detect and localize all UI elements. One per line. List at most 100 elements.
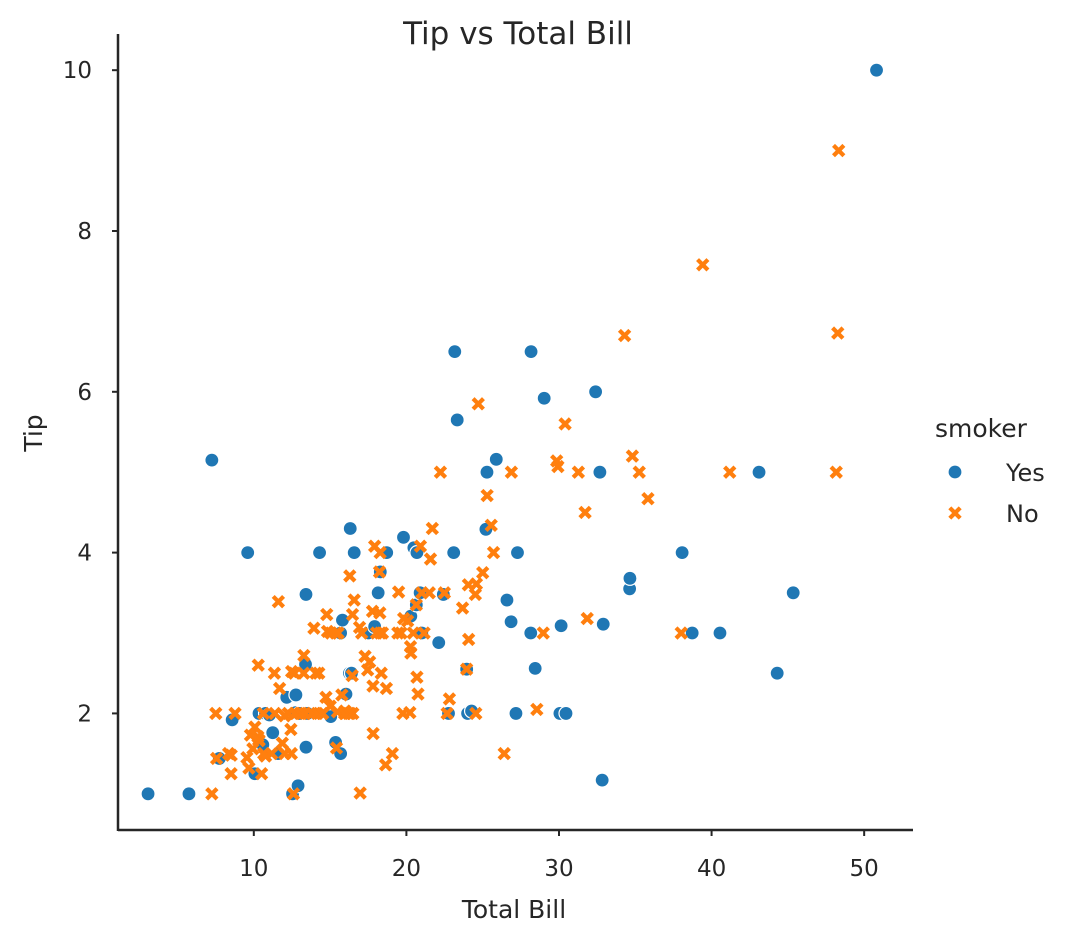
data-point-circle-0 <box>592 464 608 480</box>
data-point-x-1 <box>723 465 737 479</box>
data-point-x-1 <box>224 748 238 762</box>
data-point-circle-0 <box>288 687 304 703</box>
data-point-x-1 <box>469 706 483 721</box>
data-point-x-1 <box>413 539 428 553</box>
data-point-circle-0 <box>684 625 700 641</box>
data-point-circle-0 <box>449 412 465 428</box>
y-axis-ticks: 2 4 6 8 10 <box>63 58 118 727</box>
data-point-circle-0 <box>509 545 526 561</box>
data-point-x-1 <box>272 681 287 696</box>
y-tick-label: 4 <box>77 541 92 567</box>
data-point-x-1 <box>423 552 438 566</box>
data-point-x-1 <box>294 706 309 721</box>
data-point-circle-0 <box>527 660 543 676</box>
data-point-x-1 <box>440 706 454 721</box>
data-point-x-1 <box>425 521 440 536</box>
legend-items: Yes No <box>947 459 1045 528</box>
data-point-x-1 <box>578 505 592 520</box>
data-point-x-1 <box>471 397 485 411</box>
data-point-circle-0 <box>346 545 362 561</box>
data-point-circle-0 <box>503 614 519 630</box>
data-point-circle-0 <box>431 635 447 651</box>
data-point-circle-0 <box>674 545 690 561</box>
data-point-x-1 <box>403 705 417 720</box>
data-point-x-1 <box>455 601 470 615</box>
data-points <box>140 62 885 802</box>
data-point-circle-0 <box>240 545 256 561</box>
data-point-x-1 <box>832 143 846 158</box>
chart-title: Tip vs Total Bill <box>402 16 633 52</box>
data-point-circle-0 <box>712 625 728 641</box>
data-point-x-1 <box>307 621 321 635</box>
data-point-x-1 <box>536 626 550 640</box>
data-point-x-1 <box>422 586 436 600</box>
legend: smoker Yes No <box>935 414 1045 528</box>
data-point-x-1 <box>486 545 501 560</box>
data-point-x-1 <box>312 666 326 680</box>
data-point-x-1 <box>335 688 349 702</box>
data-point-x-1 <box>497 746 511 761</box>
data-point-x-1 <box>373 606 387 620</box>
data-point-x-1 <box>476 566 490 580</box>
data-point-circle-0 <box>523 625 539 641</box>
data-point-x-1 <box>437 586 452 600</box>
data-point-circle-0 <box>488 451 504 467</box>
x-tick-label: 50 <box>850 856 879 882</box>
data-point-x-1 <box>580 611 594 626</box>
legend-label-1: No <box>1006 500 1039 528</box>
data-point-x-1 <box>411 687 425 701</box>
data-point-x-1 <box>417 626 431 640</box>
data-point-x-1 <box>696 258 710 272</box>
data-point-x-1 <box>385 746 400 761</box>
data-point-x-1 <box>378 758 393 772</box>
data-point-x-1 <box>362 655 377 669</box>
data-point-x-1 <box>228 706 242 721</box>
data-point-x-1 <box>347 593 361 607</box>
x-tick-label: 20 <box>392 856 421 882</box>
data-point-x-1 <box>329 741 344 755</box>
data-point-x-1 <box>379 681 394 696</box>
data-point-x-1 <box>267 666 282 680</box>
data-point-x-1 <box>209 751 224 766</box>
data-point-x-1 <box>394 626 408 640</box>
data-point-circle-0 <box>447 343 463 360</box>
data-point-circle-0 <box>622 570 638 586</box>
data-point-circle-0 <box>769 665 785 681</box>
data-point-x-1 <box>320 607 334 622</box>
data-point-x-1 <box>374 666 388 680</box>
x-axis-ticks: 10 20 30 40 50 <box>239 830 879 882</box>
data-point-x-1 <box>409 598 424 612</box>
data-point-x-1 <box>254 767 269 781</box>
data-point-x-1 <box>256 706 271 721</box>
data-point-x-1 <box>373 545 387 560</box>
data-point-x-1 <box>674 626 688 640</box>
data-point-x-1 <box>319 690 333 705</box>
y-tick-label: 10 <box>63 58 92 84</box>
data-point-x-1 <box>355 626 369 640</box>
data-point-circle-0 <box>594 772 610 788</box>
data-point-circle-0 <box>553 618 569 634</box>
data-point-x-1 <box>391 585 406 599</box>
data-point-circle-0 <box>181 786 197 802</box>
data-point-x-1 <box>284 746 299 761</box>
legend-marker-1 <box>948 506 962 520</box>
data-point-circle-0 <box>298 739 314 755</box>
data-point-x-1 <box>571 465 586 479</box>
data-point-x-1 <box>284 722 298 737</box>
data-point-x-1 <box>346 706 360 721</box>
data-point-x-1 <box>297 666 311 680</box>
data-point-circle-0 <box>523 343 539 360</box>
data-point-x-1 <box>461 632 476 647</box>
data-point-x-1 <box>641 492 655 506</box>
y-axis-label: Tip <box>19 414 48 452</box>
data-point-x-1 <box>251 658 265 672</box>
data-point-x-1 <box>484 518 498 532</box>
x-tick-label: 30 <box>544 856 573 882</box>
data-point-circle-0 <box>334 612 351 628</box>
data-point-x-1 <box>468 587 483 602</box>
data-point-x-1 <box>469 577 484 591</box>
data-point-x-1 <box>375 626 390 640</box>
data-point-circle-0 <box>499 592 515 608</box>
